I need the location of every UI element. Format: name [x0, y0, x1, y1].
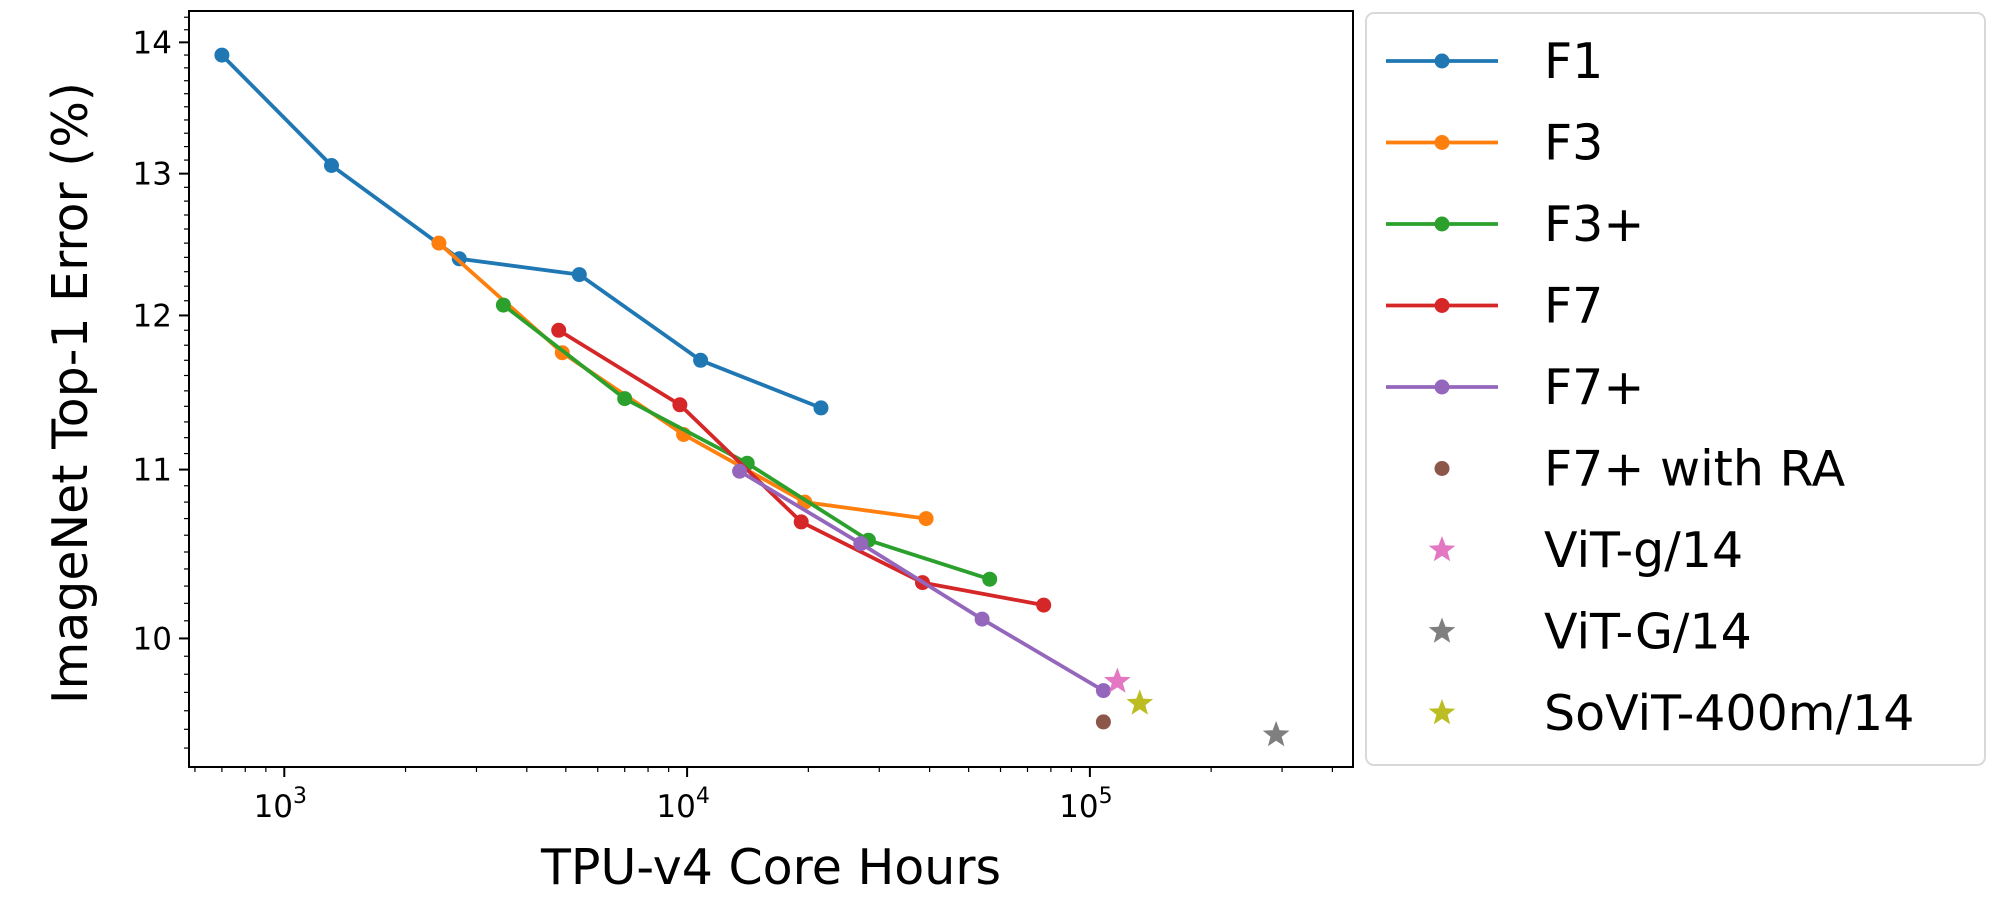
data-point-f1 — [693, 352, 709, 368]
y-tick-label: 10 — [133, 621, 172, 657]
legend-entry-f1: F1 — [1386, 33, 1603, 90]
legend-marker-f7 — [1434, 298, 1450, 313]
legend-entry-f7: F7 — [1386, 278, 1603, 335]
series-line-f1 — [219, 53, 823, 410]
data-point-f7plus — [732, 463, 748, 479]
legend-marker-f1 — [1434, 53, 1450, 69]
series-line-f3plus — [501, 303, 992, 582]
data-point-f7plus-with-ra — [1095, 714, 1111, 730]
data-point-f3 — [431, 235, 447, 251]
series-line-f3 — [436, 241, 928, 521]
legend-label-f3plus: F3+ — [1544, 196, 1644, 253]
y-tick-label: 13 — [133, 157, 172, 193]
legend-marker-f3plus — [1434, 216, 1450, 232]
y-axis-label: ImageNet Top-1 Error (%) — [42, 82, 99, 704]
data-point-f7 — [793, 514, 809, 530]
y-tick-label: 11 — [133, 453, 172, 489]
data-point-f7 — [551, 322, 567, 338]
legend-label-f3: F3 — [1544, 115, 1603, 172]
legend-marker-vit-g-14 — [1428, 536, 1456, 562]
legend-label-f7plus-with-ra: F7+ with RA — [1544, 441, 1846, 498]
legend-label-f7: F7 — [1544, 278, 1603, 335]
legend-label-f7plus: F7+ — [1544, 359, 1644, 416]
y-tick-label: 12 — [133, 298, 172, 334]
legend-box — [1365, 12, 1986, 766]
legend-entry-sovit-400m-14: SoViT-400m/14 — [1428, 685, 1914, 742]
legend-marker-vit-g-14 — [1428, 617, 1456, 643]
legend-entry-vit-g-14: ViT-g/14 — [1428, 522, 1743, 579]
legend-marker-sovit-400m-14 — [1428, 699, 1456, 725]
legend-marker-f3 — [1434, 135, 1450, 150]
legend-entry-f3: F3 — [1386, 115, 1603, 172]
data-point-f7plus — [1095, 683, 1111, 699]
legend-entry-vit-g-14: ViT-G/14 — [1428, 604, 1752, 661]
legend-entry-f7plus: F7+ — [1386, 359, 1644, 416]
data-point-f1 — [324, 158, 339, 173]
data-point-f1 — [214, 47, 230, 63]
series-line-f7 — [556, 328, 1046, 607]
data-point-f7 — [1036, 597, 1052, 613]
x-tick-label: 105 — [1059, 784, 1112, 825]
data-point-f1 — [571, 267, 587, 283]
data-point-vit-g-14 — [1262, 720, 1290, 747]
y-tick-label: 14 — [133, 25, 172, 61]
data-point-f3plus — [617, 391, 633, 407]
x-axis-label: TPU-v4 Core Hours — [540, 839, 1001, 896]
data-point-f3plus — [495, 297, 511, 313]
legend-label-vit-g-14: ViT-g/14 — [1544, 522, 1743, 579]
plot-area — [214, 47, 1290, 747]
x-tick-label: 104 — [656, 784, 709, 825]
data-point-f7 — [672, 397, 688, 413]
data-point-f3plus — [982, 571, 998, 587]
legend-label-f1: F1 — [1544, 33, 1603, 90]
legend-entry-f3plus: F3+ — [1386, 196, 1644, 253]
data-point-f7plus — [974, 611, 990, 627]
data-point-sovit-400m-14 — [1126, 689, 1154, 715]
legend-label-vit-g-14: ViT-G/14 — [1544, 604, 1752, 661]
data-point-vit-g-14 — [1104, 667, 1131, 693]
legend-label-sovit-400m-14: SoViT-400m/14 — [1544, 685, 1914, 742]
x-tick-label: 103 — [254, 784, 307, 825]
legend-marker-f7plus-with-ra — [1434, 461, 1450, 476]
data-point-f7plus — [853, 536, 869, 552]
axes-frame — [188, 10, 1354, 768]
legend-entry-f7plus-with-ra: F7+ with RA — [1434, 441, 1846, 498]
legend: F1 F3 F3+ F7 F7+ F7+ with RA ViT-g/14 ViT-G/14 S… — [1365, 12, 1986, 766]
data-point-f3 — [918, 511, 934, 527]
data-point-f1 — [813, 400, 829, 416]
series-line-f7plus — [737, 469, 1106, 693]
axes: 10 11 12 13 14 103 104 105 — [133, 10, 1354, 825]
legend-marker-f7plus — [1434, 379, 1450, 395]
